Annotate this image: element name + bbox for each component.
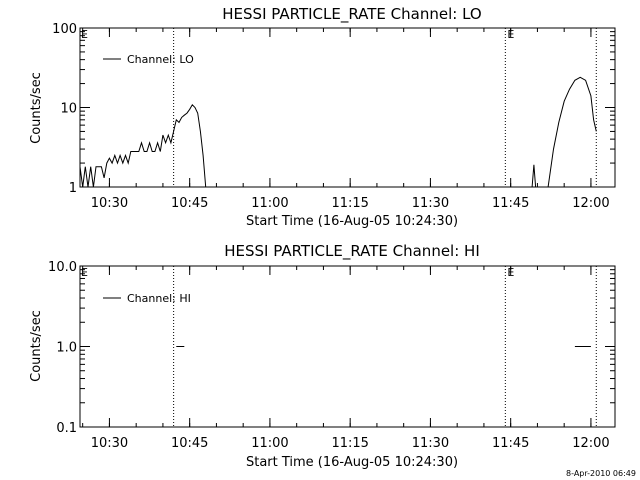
legend-label: Channel: HI [127, 292, 191, 305]
x-ticks: 10:30 10:45 11:00 11:15 11:30 11:45 12:00 [82, 28, 610, 211]
x-tick-label: 11:30 [412, 196, 449, 211]
corner-event-label: E [81, 266, 88, 279]
plot-frame [79, 265, 616, 428]
x-tick-label: 12:00 [572, 196, 609, 211]
x-tick-label: 11:00 [251, 436, 288, 451]
chart-title: HESSI PARTICLE_RATE Channel: HI [224, 242, 480, 261]
footer-timestamp: 8-Apr-2010 06:49 [566, 469, 636, 478]
x-tick-label: 10:30 [91, 436, 128, 451]
series-line [79, 103, 207, 188]
chart-title: HESSI PARTICLE_RATE Channel: LO [222, 5, 481, 24]
x-tick-label: 10:30 [91, 196, 128, 211]
series-lo [79, 76, 597, 188]
y-tick-label: 0.1 [56, 421, 77, 436]
y-tick-label: 10.0 [48, 260, 77, 275]
legend-label: Channel: LO [127, 53, 194, 66]
x-tick-label: 11:30 [412, 436, 449, 451]
y-tick-label: 1.0 [56, 341, 77, 356]
series-line [547, 76, 597, 188]
x-tick-label: 11:15 [331, 436, 368, 451]
x-tick-label: 11:45 [492, 196, 529, 211]
event-label: E [507, 266, 514, 279]
event-lines: E [173, 28, 597, 187]
panel-lo: HESSI PARTICLE_RATE Channel: LO Counts/s… [29, 5, 616, 229]
x-tick-label: 11:00 [251, 196, 288, 211]
event-lines: E [173, 266, 597, 427]
y-ticks: 1 10 100 [52, 22, 615, 196]
x-tick-label: 11:45 [492, 436, 529, 451]
x-tick-label: 10:45 [171, 436, 208, 451]
y-ticks: 0.1 1.0 10.0 [48, 260, 615, 436]
x-tick-label: 10:45 [171, 196, 208, 211]
y-tick-label: 10 [60, 102, 77, 117]
y-axis-label: Counts/sec [29, 310, 44, 382]
x-axis-label: Start Time (16-Aug-05 10:24:30) [246, 214, 458, 229]
x-axis-label: Start Time (16-Aug-05 10:24:30) [246, 455, 458, 470]
x-tick-label: 12:00 [572, 436, 609, 451]
corner-event-label: E [81, 28, 88, 41]
panel-hi: HESSI PARTICLE_RATE Channel: HI Counts/s… [29, 242, 616, 470]
x-tick-label: 11:15 [331, 196, 368, 211]
y-tick-label: 1 [69, 181, 77, 196]
y-tick-label: 100 [52, 22, 77, 37]
y-axis-label: Counts/sec [29, 72, 44, 144]
x-ticks: 10:30 10:45 11:00 11:15 11:30 11:45 12:00 [82, 266, 610, 451]
series-line [531, 164, 537, 188]
event-label: E [507, 28, 514, 41]
plot-frame [79, 27, 616, 188]
